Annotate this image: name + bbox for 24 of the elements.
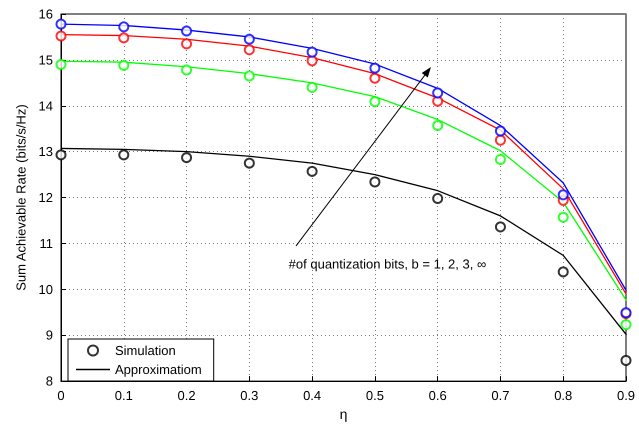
y-tick-label: 9	[46, 328, 53, 343]
x-tick-label: 0.9	[616, 388, 636, 404]
x-tick-label: 0.3	[240, 388, 258, 404]
y-tick-label: 13	[38, 144, 53, 160]
x-tick-label: 0.2	[178, 388, 196, 404]
legend-label: Simulation	[115, 343, 176, 358]
annotation: #of quantization bits, b = 1, 2, 3, ∞	[288, 256, 486, 272]
x-tick-label: 0.5	[366, 388, 384, 404]
legend-label: Approximatiom	[115, 362, 202, 377]
y-tick-label: 8	[46, 374, 53, 389]
x-tick-label: 0	[57, 388, 65, 404]
y-tick-label: 11	[40, 236, 53, 251]
x-tick-label: 0.6	[428, 388, 447, 404]
y-tick-label: 14	[38, 98, 53, 114]
x-tick-label: 0.7	[491, 388, 510, 404]
x-tick-label: 0.8	[554, 388, 572, 404]
y-tick-label: 16	[38, 6, 53, 22]
x-tick-label: 0.1	[114, 388, 133, 404]
y-tick-label: 12	[38, 190, 53, 206]
y-tick-label: 15	[38, 52, 53, 68]
x-axis-title: η	[340, 406, 348, 422]
y-axis-title: Sum Achievable Rate (bits/s/Hz)	[14, 104, 29, 291]
y-tick-label: 10	[38, 282, 53, 297]
x-tick-label: 0.4	[303, 388, 322, 404]
